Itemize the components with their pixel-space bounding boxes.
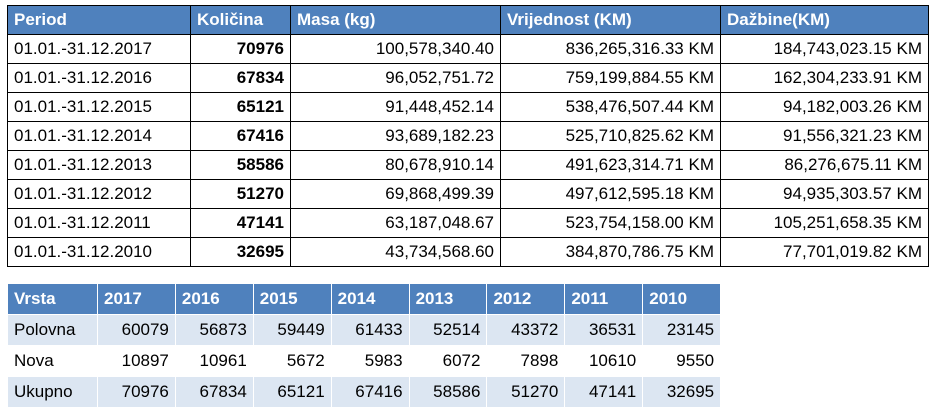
table-cell: 52514 [408, 314, 488, 346]
table-cell: 01.01.-31.12.2014 [7, 121, 191, 151]
table-row: 01.01.-31.12.2010 32695 43,734,568.60 384,8… [7, 237, 929, 267]
table-cell: 65121 [190, 92, 291, 122]
table-cell: 65121 [252, 376, 332, 408]
table-cell: 7898 [486, 345, 566, 377]
table-cell: 5983 [330, 345, 410, 377]
table-cell: 10610 [564, 345, 644, 377]
table-cell: 47141 [190, 208, 291, 238]
table-cell: 5672 [252, 345, 332, 377]
vehicle-type-table: Vrsta 2017 2016 2015 2014 2013 2012 2011 2010 Po… [7, 283, 722, 408]
column-header: 2010 [642, 283, 722, 315]
table-row: 01.01.-31.12.2012 51270 69,868,499.39 497,6… [7, 179, 929, 209]
column-header: 2016 [174, 283, 254, 315]
table-cell: 01.01.-31.12.2010 [7, 237, 191, 267]
column-header: 2014 [330, 283, 410, 315]
table-cell: 70976 [190, 34, 291, 64]
column-header: Masa (kg) [290, 5, 501, 35]
table-cell: 93,689,182.23 [290, 121, 501, 151]
column-header: 2011 [564, 283, 644, 315]
table-cell: 94,935,303.57 KM [720, 179, 929, 209]
table-cell: 51270 [486, 376, 566, 408]
table-cell: 67416 [190, 121, 291, 151]
header-row: Vrsta 2017 2016 2015 2014 2013 2012 2011 2010 [7, 283, 722, 315]
table-cell: 836,265,316.33 KM [500, 34, 721, 64]
table-cell: 10897 [97, 345, 176, 377]
table-row: 01.01.-31.12.2017 70976 100,578,340.40 836,… [7, 34, 929, 64]
table-cell: 184,743,023.15 KM [720, 34, 929, 64]
customs-table: Period Količina Masa (kg) Vrijednost (KM) Da… [7, 5, 929, 267]
table-cell: 759,199,884.55 KM [500, 63, 721, 93]
table-cell: 01.01.-31.12.2012 [7, 179, 191, 209]
table-cell: 67416 [330, 376, 410, 408]
table-cell: 94,182,003.26 KM [720, 92, 929, 122]
column-header: 2013 [408, 283, 488, 315]
table-cell: 32695 [642, 376, 722, 408]
table-cell: 58586 [408, 376, 488, 408]
table-cell: 61433 [330, 314, 410, 346]
table-cell: 60079 [97, 314, 176, 346]
column-header: Period [7, 5, 191, 35]
table-cell: 91,556,321.23 KM [720, 121, 929, 151]
column-header: 2015 [252, 283, 332, 315]
table-cell: 23145 [642, 314, 722, 346]
table-cell: 01.01.-31.12.2016 [7, 63, 191, 93]
table-cell: 9550 [642, 345, 722, 377]
table-cell: 538,476,507.44 KM [500, 92, 721, 122]
table-cell: 32695 [190, 237, 291, 267]
table-cell: 01.01.-31.12.2015 [7, 92, 191, 122]
table-row: Ukupno 70976 67834 65121 67416 58586 51270 4714… [7, 376, 722, 408]
table-cell: 96,052,751.72 [290, 63, 501, 93]
table-cell: 36531 [564, 314, 644, 346]
table-cell: 525,710,825.62 KM [500, 121, 721, 151]
table-cell: 523,754,158.00 KM [500, 208, 721, 238]
table-cell: 80,678,910.14 [290, 150, 501, 180]
table-row: 01.01.-31.12.2013 58586 80,678,910.14 491,6… [7, 150, 929, 180]
table-cell: 47141 [564, 376, 644, 408]
table-row: 01.01.-31.12.2016 67834 96,052,751.72 759,1… [7, 63, 929, 93]
table-cell: 58586 [190, 150, 291, 180]
table-row: 01.01.-31.12.2011 47141 63,187,048.67 523,7… [7, 208, 929, 238]
table-cell: Ukupno [7, 376, 98, 408]
table-cell: 56873 [174, 314, 254, 346]
table-cell: 10961 [174, 345, 254, 377]
table-cell: 100,578,340.40 [290, 34, 501, 64]
table-cell: 67834 [190, 63, 291, 93]
table-cell: 43,734,568.60 [290, 237, 501, 267]
column-header: 2012 [486, 283, 566, 315]
table-cell: 162,304,233.91 KM [720, 63, 929, 93]
column-header: 2017 [97, 283, 176, 315]
table-cell: 70976 [97, 376, 176, 408]
table-cell: Polovna [7, 314, 98, 346]
table-cell: 6072 [408, 345, 488, 377]
header-row: Period Količina Masa (kg) Vrijednost (KM) Da… [7, 5, 929, 35]
table-cell: 91,448,452.14 [290, 92, 501, 122]
table-cell: 77,701,019.82 KM [720, 237, 929, 267]
table-cell: 59449 [252, 314, 332, 346]
table-cell: 01.01.-31.12.2011 [7, 208, 191, 238]
table-row: 01.01.-31.12.2014 67416 93,689,182.23 525,7… [7, 121, 929, 151]
table-cell: 497,612,595.18 KM [500, 179, 721, 209]
table-cell: 491,623,314.71 KM [500, 150, 721, 180]
column-header: Dažbine(KM) [720, 5, 929, 35]
column-header: Vrsta [7, 283, 98, 315]
table-cell: 01.01.-31.12.2013 [7, 150, 191, 180]
table-cell: 105,251,658.35 KM [720, 208, 929, 238]
table-cell: 63,187,048.67 [290, 208, 501, 238]
table-cell: 67834 [174, 376, 254, 408]
table-cell: 384,870,786.75 KM [500, 237, 721, 267]
column-header: Količina [190, 5, 291, 35]
table-cell: 01.01.-31.12.2017 [7, 34, 191, 64]
table-row: Polovna 60079 56873 59449 61433 52514 43372 365… [7, 314, 722, 346]
table-cell: 86,276,675.11 KM [720, 150, 929, 180]
table-row: Nova 10897 10961 5672 5983 6072 7898 10610 9550 [7, 345, 722, 377]
table-cell: Nova [7, 345, 98, 377]
table-cell: 69,868,499.39 [290, 179, 501, 209]
table-cell: 51270 [190, 179, 291, 209]
column-header: Vrijednost (KM) [500, 5, 721, 35]
table-row: 01.01.-31.12.2015 65121 91,448,452.14 538,4… [7, 92, 929, 122]
table-cell: 43372 [486, 314, 566, 346]
